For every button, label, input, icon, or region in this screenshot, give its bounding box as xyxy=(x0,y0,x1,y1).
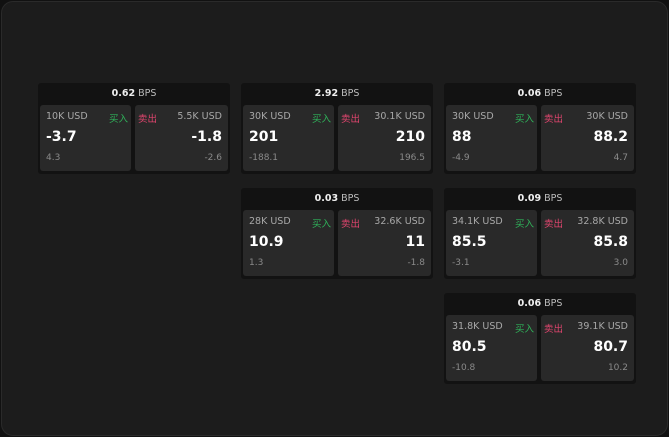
sell-size: 30.1K USD xyxy=(374,111,425,122)
sell-quote-button[interactable]: 卖出 30K USD 88.2 4.7 xyxy=(541,105,634,171)
sell-label: 卖出 xyxy=(544,219,564,230)
buy-price: 201 xyxy=(249,129,279,145)
spread-header: 0.62 BPS xyxy=(38,83,230,105)
sell-change: 4.7 xyxy=(613,153,628,163)
sell-change: 196.5 xyxy=(399,153,425,163)
spread-unit: BPS xyxy=(341,193,360,204)
buy-quote-button[interactable]: 34.1K USD 买入 85.5 -3.1 xyxy=(446,210,537,276)
spread-value: 0.09 xyxy=(517,193,542,204)
buy-change: 4.3 xyxy=(46,153,61,163)
sell-price: 80.7 xyxy=(593,339,628,355)
sell-quote-button[interactable]: 卖出 32.6K USD 11 -1.8 xyxy=(338,210,431,276)
buy-change: 1.3 xyxy=(249,258,264,268)
spread-header: 0.06 BPS xyxy=(444,293,636,315)
buy-label: 买入 xyxy=(514,324,534,335)
buy-size: 34.1K USD xyxy=(452,216,503,227)
buy-quote-button[interactable]: 10K USD 买入 -3.7 4.3 xyxy=(40,105,131,171)
sell-price: 210 xyxy=(395,129,425,145)
buy-quote-button[interactable]: 30K USD 买入 88 -4.9 xyxy=(446,105,537,171)
sell-price: -1.8 xyxy=(191,129,222,145)
buy-size: 31.8K USD xyxy=(452,321,503,332)
buy-price: 10.9 xyxy=(249,234,284,250)
buy-change: -3.1 xyxy=(452,258,470,268)
spread-value: 2.92 xyxy=(314,88,339,99)
sell-price: 11 xyxy=(405,234,425,250)
sell-change: -2.6 xyxy=(204,153,222,163)
buy-price: 88 xyxy=(452,129,472,145)
sell-price: 88.2 xyxy=(593,129,628,145)
buy-size: 30K USD xyxy=(249,111,291,122)
spread-value: 0.06 xyxy=(517,298,542,309)
spread-header: 0.06 BPS xyxy=(444,83,636,105)
buy-label: 买入 xyxy=(311,219,331,230)
sell-label: 卖出 xyxy=(341,219,361,230)
sell-label: 卖出 xyxy=(544,114,564,125)
sell-size: 32.6K USD xyxy=(374,216,425,227)
sell-quote-button[interactable]: 卖出 30.1K USD 210 196.5 xyxy=(338,105,431,171)
sell-size: 39.1K USD xyxy=(577,321,628,332)
buy-label: 买入 xyxy=(311,114,331,125)
buy-label: 买入 xyxy=(108,114,128,125)
sell-size: 5.5K USD xyxy=(177,111,222,122)
sell-quote-button[interactable]: 卖出 5.5K USD -1.8 -2.6 xyxy=(135,105,228,171)
sell-size: 32.8K USD xyxy=(577,216,628,227)
spread-value: 0.62 xyxy=(111,88,136,99)
buy-size: 10K USD xyxy=(46,111,88,122)
buy-change: -10.8 xyxy=(452,363,476,373)
spread-value: 0.06 xyxy=(517,88,542,99)
buy-price: 80.5 xyxy=(452,339,487,355)
sell-label: 卖出 xyxy=(544,324,564,335)
quote-card: 0.03 BPS 28K USD 买入 10.9 1.3 卖出 32.6K US… xyxy=(241,188,433,279)
spread-unit: BPS xyxy=(544,298,563,309)
sell-quote-button[interactable]: 卖出 39.1K USD 80.7 10.2 xyxy=(541,315,634,381)
spread-unit: BPS xyxy=(138,88,157,99)
buy-label: 买入 xyxy=(514,114,534,125)
spread-header: 2.92 BPS xyxy=(241,83,433,105)
quote-card: 2.92 BPS 30K USD 买入 201 -188.1 卖出 30.1K … xyxy=(241,83,433,174)
spread-header: 0.09 BPS xyxy=(444,188,636,210)
buy-quote-button[interactable]: 28K USD 买入 10.9 1.3 xyxy=(243,210,334,276)
sell-quote-button[interactable]: 卖出 32.8K USD 85.8 3.0 xyxy=(541,210,634,276)
buy-change: -188.1 xyxy=(249,153,279,163)
buy-price: -3.7 xyxy=(46,129,77,145)
sell-label: 卖出 xyxy=(138,114,158,125)
spread-header: 0.03 BPS xyxy=(241,188,433,210)
buy-size: 28K USD xyxy=(249,216,291,227)
buy-price: 85.5 xyxy=(452,234,487,250)
sell-change: 10.2 xyxy=(607,363,628,373)
quote-card: 0.62 BPS 10K USD 买入 -3.7 4.3 卖出 5.5K USD… xyxy=(38,83,230,174)
spread-value: 0.03 xyxy=(314,193,339,204)
sell-change: -1.8 xyxy=(407,258,425,268)
quote-card: 0.06 BPS 31.8K USD 买入 80.5 -10.8 卖出 39.1… xyxy=(444,293,636,384)
spread-unit: BPS xyxy=(544,88,563,99)
quote-card: 0.09 BPS 34.1K USD 买入 85.5 -3.1 卖出 32.8K… xyxy=(444,188,636,279)
buy-size: 30K USD xyxy=(452,111,494,122)
sell-change: 3.0 xyxy=(613,258,628,268)
spread-unit: BPS xyxy=(544,193,563,204)
buy-label: 买入 xyxy=(514,219,534,230)
buy-quote-button[interactable]: 30K USD 买入 201 -188.1 xyxy=(243,105,334,171)
spread-unit: BPS xyxy=(341,88,360,99)
buy-change: -4.9 xyxy=(452,153,470,163)
buy-quote-button[interactable]: 31.8K USD 买入 80.5 -10.8 xyxy=(446,315,537,381)
sell-price: 85.8 xyxy=(593,234,628,250)
sell-label: 卖出 xyxy=(341,114,361,125)
sell-size: 30K USD xyxy=(586,111,628,122)
quote-card: 0.06 BPS 30K USD 买入 88 -4.9 卖出 30K USD 8… xyxy=(444,83,636,174)
